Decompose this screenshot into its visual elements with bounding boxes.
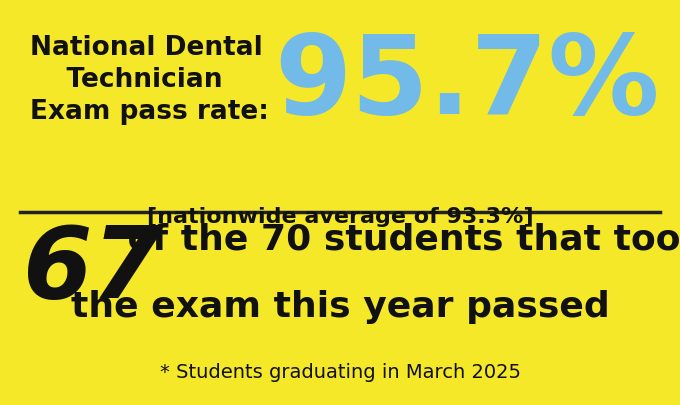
Text: [nationwide average of 93.3%]: [nationwide average of 93.3%] <box>147 207 533 227</box>
Text: 95.7%: 95.7% <box>275 30 660 137</box>
Text: the exam this year passed: the exam this year passed <box>71 290 609 324</box>
Text: * Students graduating in March 2025: * Students graduating in March 2025 <box>160 363 520 382</box>
Text: National Dental
    Technician
Exam pass rate:: National Dental Technician Exam pass rat… <box>30 35 269 125</box>
Text: of the 70 students that took: of the 70 students that took <box>115 222 680 256</box>
Text: 67: 67 <box>22 222 161 319</box>
